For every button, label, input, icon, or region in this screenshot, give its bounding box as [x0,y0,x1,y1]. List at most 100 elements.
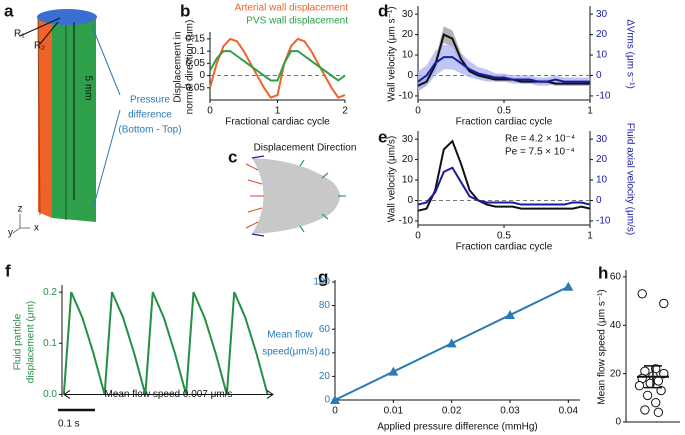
y-tick-label: 40 [319,347,331,358]
axis-y: y [8,228,13,239]
panel-label: d [378,1,388,20]
line [62,291,269,395]
marker [563,281,574,291]
y2-tick-label: 10 [596,50,608,61]
y-tick-label: 10 [402,50,414,61]
y-tick-label: 0.15 [186,34,206,45]
y-tick-label: 0.2 [43,287,57,298]
pressure-label: difference [128,110,172,121]
annotation: Mean flow speed 0.007 μm/s [104,389,232,400]
y-tick-label: -0.05 [182,82,205,93]
x-axis-label: Fraction cardiac cycle [456,117,553,128]
line [209,50,346,82]
y2-tick-label: 30 [596,9,608,20]
y-axis-label: normal direction (μm) [185,20,196,115]
point [642,390,653,401]
x-axis-label: Fractional cardiac cycle [225,117,330,128]
pressure-arrows [91,25,121,206]
legend-entry: PVS wall displacement [246,16,348,27]
y2-tick-label: 10 [596,175,608,186]
point [659,298,669,309]
y2-tick-label: 20 [596,29,608,40]
x-tick-label: 0.03 [500,406,520,417]
r1-arrow [19,17,61,37]
y-tick-label: 0 [407,195,413,206]
y-axis-label: Wall velocity (μm/s) [387,136,398,223]
y-axis-label: Wall velocity (μm s⁻¹) [387,6,398,101]
marker [388,366,399,376]
y2-tick-label: 20 [596,154,608,165]
panel-label: c [228,147,237,166]
y-tick-label: 20 [402,154,414,165]
y-tick-label: 30 [402,134,414,145]
y2-tick-label: 0 [596,195,602,206]
legend-entry: Arterial wall displacement [235,3,349,14]
top-face [37,9,97,25]
point [637,289,647,299]
panel-label: e [378,127,387,146]
marker [446,338,457,348]
y-tick-label: 0.0 [43,389,57,400]
error-bar [644,365,662,389]
point [659,368,669,379]
arrow [63,390,274,399]
point [656,385,666,396]
line [417,56,590,83]
y-axis-label: Displacement in [173,31,184,102]
x-tick-label: 2 [342,106,348,117]
y-tick-label: 40 [610,320,622,331]
point [640,405,650,415]
r2-label: R₂ [34,41,45,52]
blue-arrows [251,155,265,237]
x-tick-label: 0.04 [559,406,579,417]
cross-section [252,158,340,234]
line [209,37,346,99]
axes-icon [12,214,30,234]
y2-axis-label: Fluid axial velocity (μm/s) [624,123,635,235]
y-tick-label: 0 [324,395,330,406]
y-tick-label: 0 [199,70,205,81]
panel-title: Displacement Direction [254,143,357,154]
line [417,166,591,206]
y-axis-label: speed(μm/s) [262,347,318,358]
y-tick-label: -10 [399,216,414,227]
marker [330,395,340,404]
green-arrows [299,159,346,233]
y2-tick-label: -10 [596,91,611,102]
point [653,376,664,386]
axis-x: x [34,223,39,234]
edge [37,17,41,216]
panel-a: a R₁ R₂ 5 mm Pressure difference (Bottom… [4,1,182,238]
line [417,33,590,87]
y2-axis-label: ΔVrms (μm s⁻¹) [624,19,635,89]
y-tick-label: 0.05 [186,58,206,69]
y-tick-label: 10 [402,175,414,186]
y-tick-label: 20 [610,368,622,379]
y2-tick-label: -10 [596,216,611,227]
panel-label: b [180,1,190,20]
length-label: 5 mm [82,76,93,101]
y-axis-label: Fluid particle [13,313,24,370]
error-band [418,44,590,92]
artery-wall [38,18,52,218]
x-axis-label: Applied pressure difference (mmHg) [377,422,537,433]
y-tick-label: -10 [399,91,414,102]
panel-label: f [5,261,11,280]
point [634,381,645,391]
point [651,397,661,408]
axis-z: z [18,204,23,215]
x-tick-label: 1 [587,106,593,117]
annotation: Pe = 7.5 × 10⁻⁴ [505,147,575,158]
y-tick-label: 0 [615,417,621,428]
y-axis-label: displacement (μm) [26,301,37,383]
x-tick-label: 0 [332,406,338,417]
y-tick-label: 60 [319,324,331,335]
pressure-label: (Bottom - Top) [118,125,181,136]
y2-tick-label: 30 [596,134,608,145]
y2-tick-label: 0 [596,70,602,81]
x-tick-label: 0.5 [497,231,511,242]
y-tick-label: 0.1 [191,46,205,57]
y-axis-label: Mean flow [267,330,313,341]
point [653,407,664,418]
